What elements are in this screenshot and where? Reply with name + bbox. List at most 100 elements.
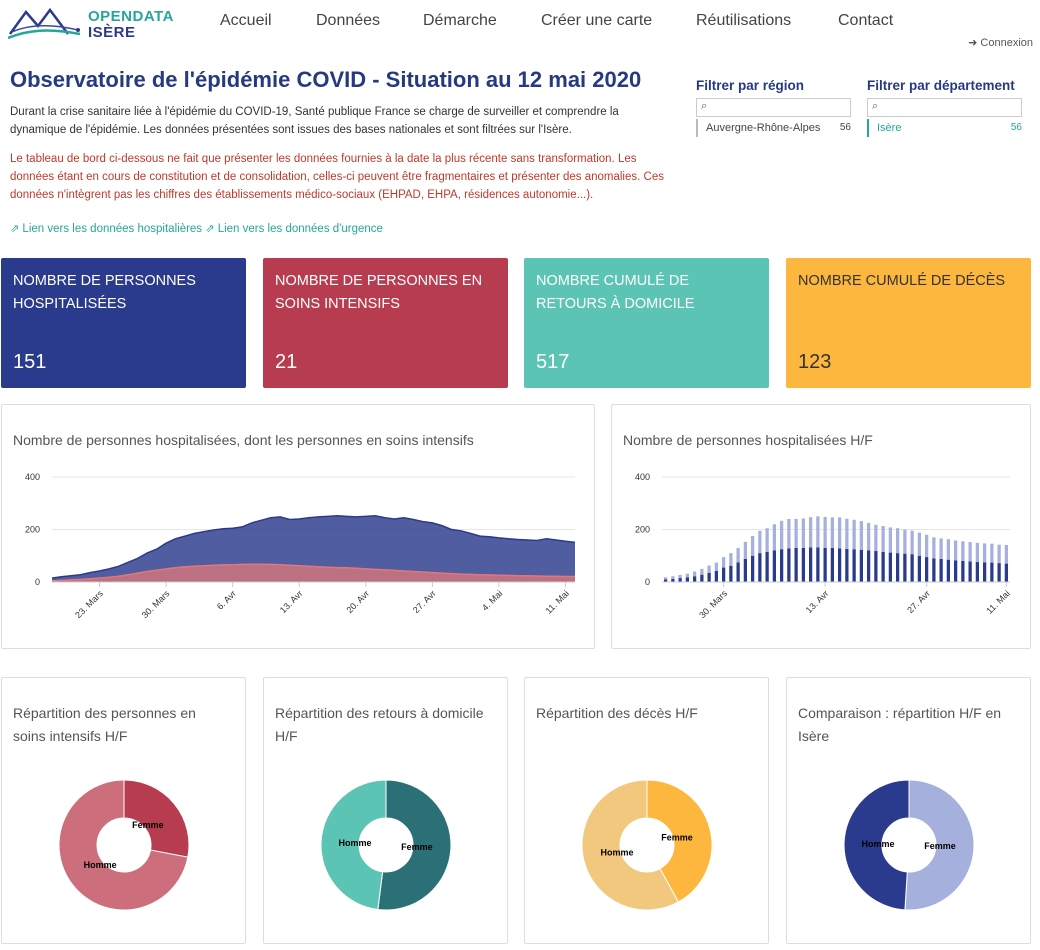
bar-femme	[750, 536, 755, 556]
departement-filter: Filtrer par département ⌕ Isère 56	[867, 78, 1022, 137]
y-tick-label: 400	[25, 472, 40, 482]
sign-in-icon: ➜	[968, 37, 978, 49]
kpi-title: Nombre de personnes en soins intensifs	[275, 273, 483, 312]
bar-homme	[866, 550, 871, 582]
bar-femme	[707, 565, 711, 573]
bar-femme	[794, 519, 798, 548]
bar-femme	[808, 517, 813, 548]
departement-search-input[interactable]	[886, 100, 1016, 115]
donut-chart-comparaison: Femme Homme	[843, 779, 975, 911]
area-series-soins-intensifs	[52, 564, 575, 582]
chart-title: Répartition des décès H/F	[536, 705, 698, 721]
bar-homme	[932, 558, 936, 582]
departement-search-box[interactable]: ⌕	[867, 98, 1022, 117]
bar-homme	[692, 576, 697, 582]
link-hospital-data[interactable]: ⇗ Lien vers les données hospitalières	[10, 223, 202, 235]
departement-item[interactable]: Isère 56	[867, 119, 1022, 137]
bar-homme	[946, 559, 951, 582]
chart-title: Comparaison : répartition H/F en Isère	[798, 705, 1002, 744]
chart-title: Nombre de personnes hospitalisées, dont …	[13, 432, 474, 448]
bar-homme	[975, 562, 980, 582]
donut-label-femme: Femme	[924, 841, 956, 851]
bar-femme	[939, 538, 943, 559]
connexion-link[interactable]: ➜ Connexion	[968, 36, 1033, 49]
bar-homme	[961, 561, 965, 582]
bar-femme	[721, 557, 726, 568]
donut-label-femme: Femme	[661, 832, 693, 842]
nav-reutilisations[interactable]: Réutilisations	[696, 12, 792, 29]
line-series-1	[51, 563, 575, 582]
link-emergency-data[interactable]: ⇗ Lien vers les données d'urgence	[205, 223, 383, 235]
bar-femme	[990, 543, 994, 563]
nav-contact[interactable]: Contact	[838, 12, 894, 29]
bar-femme	[700, 568, 704, 575]
bar-femme	[982, 543, 987, 563]
nav-creer-carte[interactable]: Créer une carte	[541, 12, 653, 29]
warning-paragraph: Le tableau de bord ci-dessous ne fait qu…	[10, 153, 664, 201]
region-filter-title: Filtrer par région	[696, 78, 805, 93]
bar-homme	[924, 557, 929, 582]
bar-homme	[772, 550, 777, 582]
x-tick-label: 4. Mai	[480, 588, 504, 612]
x-tick-label: 27. Avr	[411, 588, 438, 615]
bar-homme	[787, 548, 791, 582]
nav-demarche[interactable]: Démarche	[423, 12, 497, 29]
bar-homme	[663, 579, 668, 582]
connexion-label: Connexion	[980, 37, 1033, 49]
bar-homme	[845, 548, 849, 582]
bar-femme	[692, 571, 697, 577]
donut-label-femme: Femme	[401, 842, 433, 852]
logo-line2: ISÈRE	[88, 24, 136, 41]
y-tick-label: 200	[25, 525, 40, 535]
bar-femme	[671, 576, 675, 579]
kpi-soins-intensifs: Nombre de personnes en soins intensifs 2…	[263, 258, 508, 388]
kpi-value: 151	[13, 351, 47, 373]
link-emergency-label: Lien vers les données d'urgence	[217, 223, 383, 235]
bar-femme	[772, 524, 777, 551]
kpi-value: 517	[536, 351, 570, 373]
x-tick-label: 30. Mars	[140, 588, 172, 620]
bar-femme	[997, 544, 1001, 564]
bar-homme	[895, 553, 900, 582]
bar-homme	[743, 558, 748, 582]
kpi-value: 21	[275, 351, 298, 373]
bar-femme	[924, 534, 929, 558]
bar-femme	[765, 528, 769, 552]
bar-femme	[837, 517, 842, 549]
y-tick-label: 0	[645, 577, 650, 587]
x-tick-label: 13. Avr	[278, 588, 305, 615]
donut-slice-homme	[58, 779, 189, 911]
chart-title: Répartition des retours à domicile H/F	[275, 705, 484, 744]
bar-homme	[888, 552, 893, 582]
hospitalisation-area-chart-panel: Nombre de personnes hospitalisées, dont …	[1, 404, 595, 649]
donut-slice-homme	[320, 779, 387, 911]
region-item[interactable]: Auvergne-Rhône-Alpes 56	[696, 119, 851, 137]
bar-femme	[953, 540, 958, 561]
donut-slice-homme	[843, 779, 910, 911]
bar-femme	[866, 522, 871, 551]
bar-homme	[685, 577, 690, 582]
site-logo[interactable]: OPENDATA ISÈRE	[8, 4, 183, 44]
region-item-count: 56	[839, 122, 851, 133]
nav-donnees[interactable]: Données	[316, 12, 381, 29]
search-icon: ⌕	[872, 100, 879, 112]
bar-femme	[895, 528, 900, 554]
kpi-deces: Nombre cumulé de décès 123	[786, 258, 1031, 388]
bar-homme	[1004, 563, 1009, 582]
region-search-input[interactable]	[715, 100, 845, 115]
bar-homme	[823, 547, 827, 582]
region-search-box[interactable]: ⌕	[696, 98, 851, 117]
bar-femme	[685, 573, 690, 578]
bar-homme	[671, 578, 675, 582]
kpi-title: Nombre de personnes hospitalisées	[13, 273, 196, 312]
bar-femme	[910, 530, 914, 555]
bar-homme	[700, 574, 704, 582]
bar-femme	[881, 526, 885, 552]
donut-slice-femme	[904, 779, 975, 911]
bar-femme	[903, 529, 907, 554]
logo-line1: OPENDATA	[88, 8, 174, 25]
nav-accueil[interactable]: Accueil	[220, 12, 272, 29]
donut-chart-deces: Femme Homme	[581, 779, 713, 911]
bar-homme	[917, 555, 922, 582]
bar-homme	[859, 549, 864, 582]
